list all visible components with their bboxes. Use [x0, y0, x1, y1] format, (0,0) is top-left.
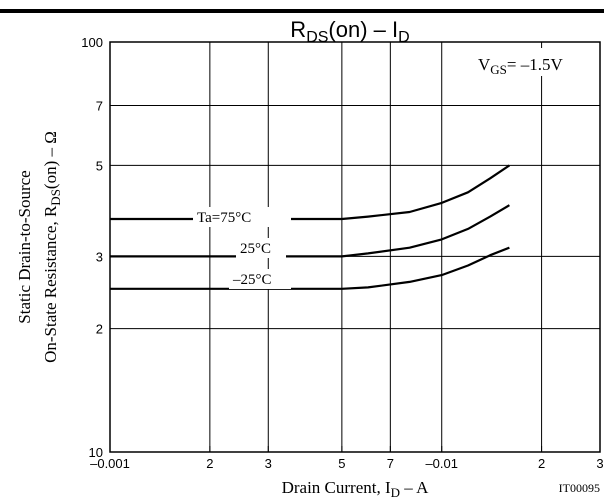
series-line-1 — [110, 204, 510, 258]
legend-bg-75 — [193, 207, 291, 227]
condition-box — [474, 48, 596, 76]
grid — [109, 41, 601, 453]
x-tick-label: 2 — [206, 456, 213, 471]
legend-bg-25 — [236, 238, 286, 258]
series-line-0 — [110, 164, 511, 221]
x-tick-label: 3 — [265, 456, 272, 471]
chart-title: RDS(on) – ID — [290, 17, 409, 46]
chart-title-rest-sub: D — [398, 29, 410, 46]
condition-post: = –1.5V — [507, 55, 564, 74]
chart-title-main-sub: DS — [306, 29, 328, 46]
x-axis-label: Drain Current, ID – A — [282, 478, 430, 500]
y-tick-label: 100 — [81, 35, 103, 50]
condition-sub: GS — [490, 62, 507, 77]
series-line-2 — [110, 246, 510, 290]
condition-label: VGS= –1.5V — [478, 55, 563, 77]
y-axis-label-line2-sub: DS — [48, 189, 63, 206]
x-tick-label: 7 — [387, 456, 394, 471]
condition-pre: V — [478, 55, 491, 74]
x-tick-label: 2 — [538, 456, 545, 471]
y-tick-label: 2 — [96, 322, 103, 337]
x-axis-label-pre: Drain Current, I — [282, 478, 391, 497]
series-layer — [110, 164, 511, 290]
tick-labels: –0.001 2 3 5 7 –0.01 2 3 10 2 3 5 7 100 — [81, 35, 603, 471]
x-tick-label: –0.001 — [90, 456, 130, 471]
y-axis-label-line2-pre: On-State Resistance, R — [41, 205, 60, 363]
figure-code: IT00095 — [559, 481, 600, 495]
x-tick-label: –0.01 — [425, 456, 458, 471]
series-label-75: Ta=75°C — [197, 210, 251, 226]
y-tick-label: 3 — [96, 249, 103, 264]
series-label-m25: –25°C — [232, 272, 272, 288]
x-tick-label: 5 — [338, 456, 345, 471]
y-tick-label: 7 — [96, 99, 103, 114]
y-axis-label-line2: On-State Resistance, RDS(on) – Ω — [41, 131, 63, 363]
legend-bg-m25 — [229, 269, 291, 289]
y-tick-label: 5 — [96, 158, 103, 173]
x-axis-label-post: – A — [400, 478, 429, 497]
plot-frame — [109, 41, 601, 453]
y-axis-label-line2-post: (on) – Ω — [41, 131, 60, 189]
chart-title-rest: (on) – I — [328, 17, 398, 42]
chart-title-main: R — [290, 17, 306, 42]
y-axis-label-line1: Static Drain-to-Source — [15, 170, 34, 323]
x-axis-label-sub: D — [391, 485, 400, 500]
series-label-25: 25°C — [240, 241, 271, 257]
y-tick-label: 10 — [89, 445, 103, 460]
x-tick-label: 3 — [596, 456, 603, 471]
